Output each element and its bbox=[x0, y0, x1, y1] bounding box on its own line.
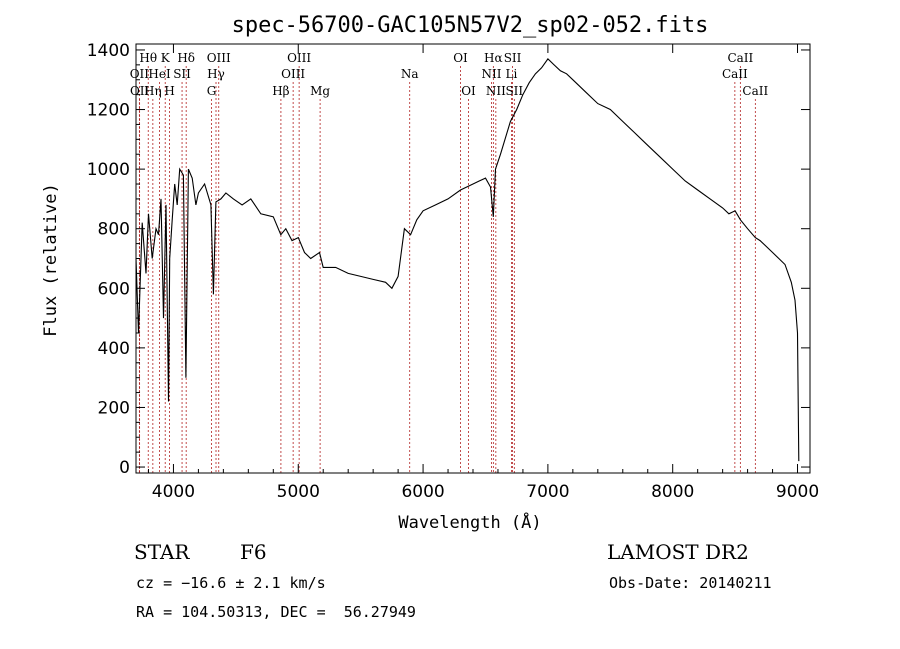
coordinates-text: RA = 104.50313, DEC = 56.27949 bbox=[136, 603, 416, 621]
obs-date: Obs-Date: 20140211 bbox=[609, 574, 772, 592]
object-subclass: F6 bbox=[240, 540, 267, 564]
x-tick-label-5: 9000 bbox=[776, 482, 819, 502]
line-label-11: G bbox=[207, 84, 217, 98]
line-label-25: CaII bbox=[727, 51, 753, 65]
line-label-15: Mg bbox=[310, 84, 330, 98]
line-label-19: Hα bbox=[484, 51, 503, 65]
plot-frame bbox=[135, 43, 811, 474]
line-label-13: OIII bbox=[287, 51, 311, 65]
x-tick-label-4: 8000 bbox=[651, 482, 694, 502]
line-label-22: Li bbox=[506, 67, 518, 81]
y-tick-label-0: 0 bbox=[119, 458, 130, 478]
x-axis: 4000 5000 6000 7000 8000 9000 bbox=[147, 44, 819, 502]
line-label-27: CaII bbox=[742, 84, 768, 98]
line-label-21: NII bbox=[481, 67, 501, 81]
line-label-17: OI bbox=[453, 51, 468, 65]
line-label-9: OIII bbox=[207, 51, 231, 65]
line-label-0: Hθ bbox=[139, 51, 157, 65]
emission-line-markers bbox=[138, 66, 756, 473]
line-label-23: NII bbox=[486, 84, 506, 98]
line-label-10: Hγ bbox=[207, 67, 225, 81]
line-label-1: OII bbox=[130, 67, 150, 81]
x-tick-label-2: 6000 bbox=[401, 482, 444, 502]
line-label-7: SII bbox=[173, 67, 191, 81]
object-class: STAR bbox=[134, 540, 190, 564]
line-label-3: HeI bbox=[148, 67, 171, 81]
line-label-26: CaII bbox=[722, 67, 748, 81]
chart-title: spec-56700-GAC105N57V2_sp02-052.fits bbox=[232, 13, 709, 38]
line-label-16: Na bbox=[401, 67, 419, 81]
y-tick-label-1: 200 bbox=[98, 398, 130, 418]
y-tick-label-4: 800 bbox=[98, 220, 130, 240]
line-label-24: SII bbox=[505, 84, 523, 98]
line-label-6: H bbox=[164, 84, 174, 98]
spectrum-line bbox=[135, 58, 800, 462]
line-label-2: OII bbox=[130, 84, 150, 98]
y-tick-label-6: 1200 bbox=[87, 101, 130, 121]
y-tick-label-3: 600 bbox=[98, 279, 130, 299]
survey-label: LAMOST DR2 bbox=[607, 540, 749, 564]
x-axis-label: Wavelength (Å) bbox=[398, 511, 541, 533]
y-tick-label-5: 1000 bbox=[87, 160, 130, 180]
x-tick-label-3: 7000 bbox=[526, 482, 569, 502]
line-label-18: OI bbox=[461, 84, 476, 98]
y-axis-label: Flux (relative) bbox=[41, 183, 61, 337]
line-label-12: Hβ bbox=[272, 84, 289, 98]
y-tick-label-2: 400 bbox=[98, 339, 130, 359]
line-label-14: OIII bbox=[281, 67, 305, 81]
x-tick-label-0: 4000 bbox=[152, 482, 195, 502]
x-tick-label-1: 5000 bbox=[277, 482, 320, 502]
line-label-4: Hη bbox=[144, 84, 162, 98]
line-label-20: SII bbox=[504, 51, 522, 65]
y-axis: 0 200 400 600 800 1000 1200 1400 bbox=[87, 41, 810, 478]
line-label-8: Hδ bbox=[177, 51, 195, 65]
redshift-text: cz = −16.6 ± 2.1 km/s bbox=[136, 574, 326, 592]
line-label-5: K bbox=[161, 51, 171, 65]
y-tick-label-7: 1400 bbox=[87, 41, 130, 61]
